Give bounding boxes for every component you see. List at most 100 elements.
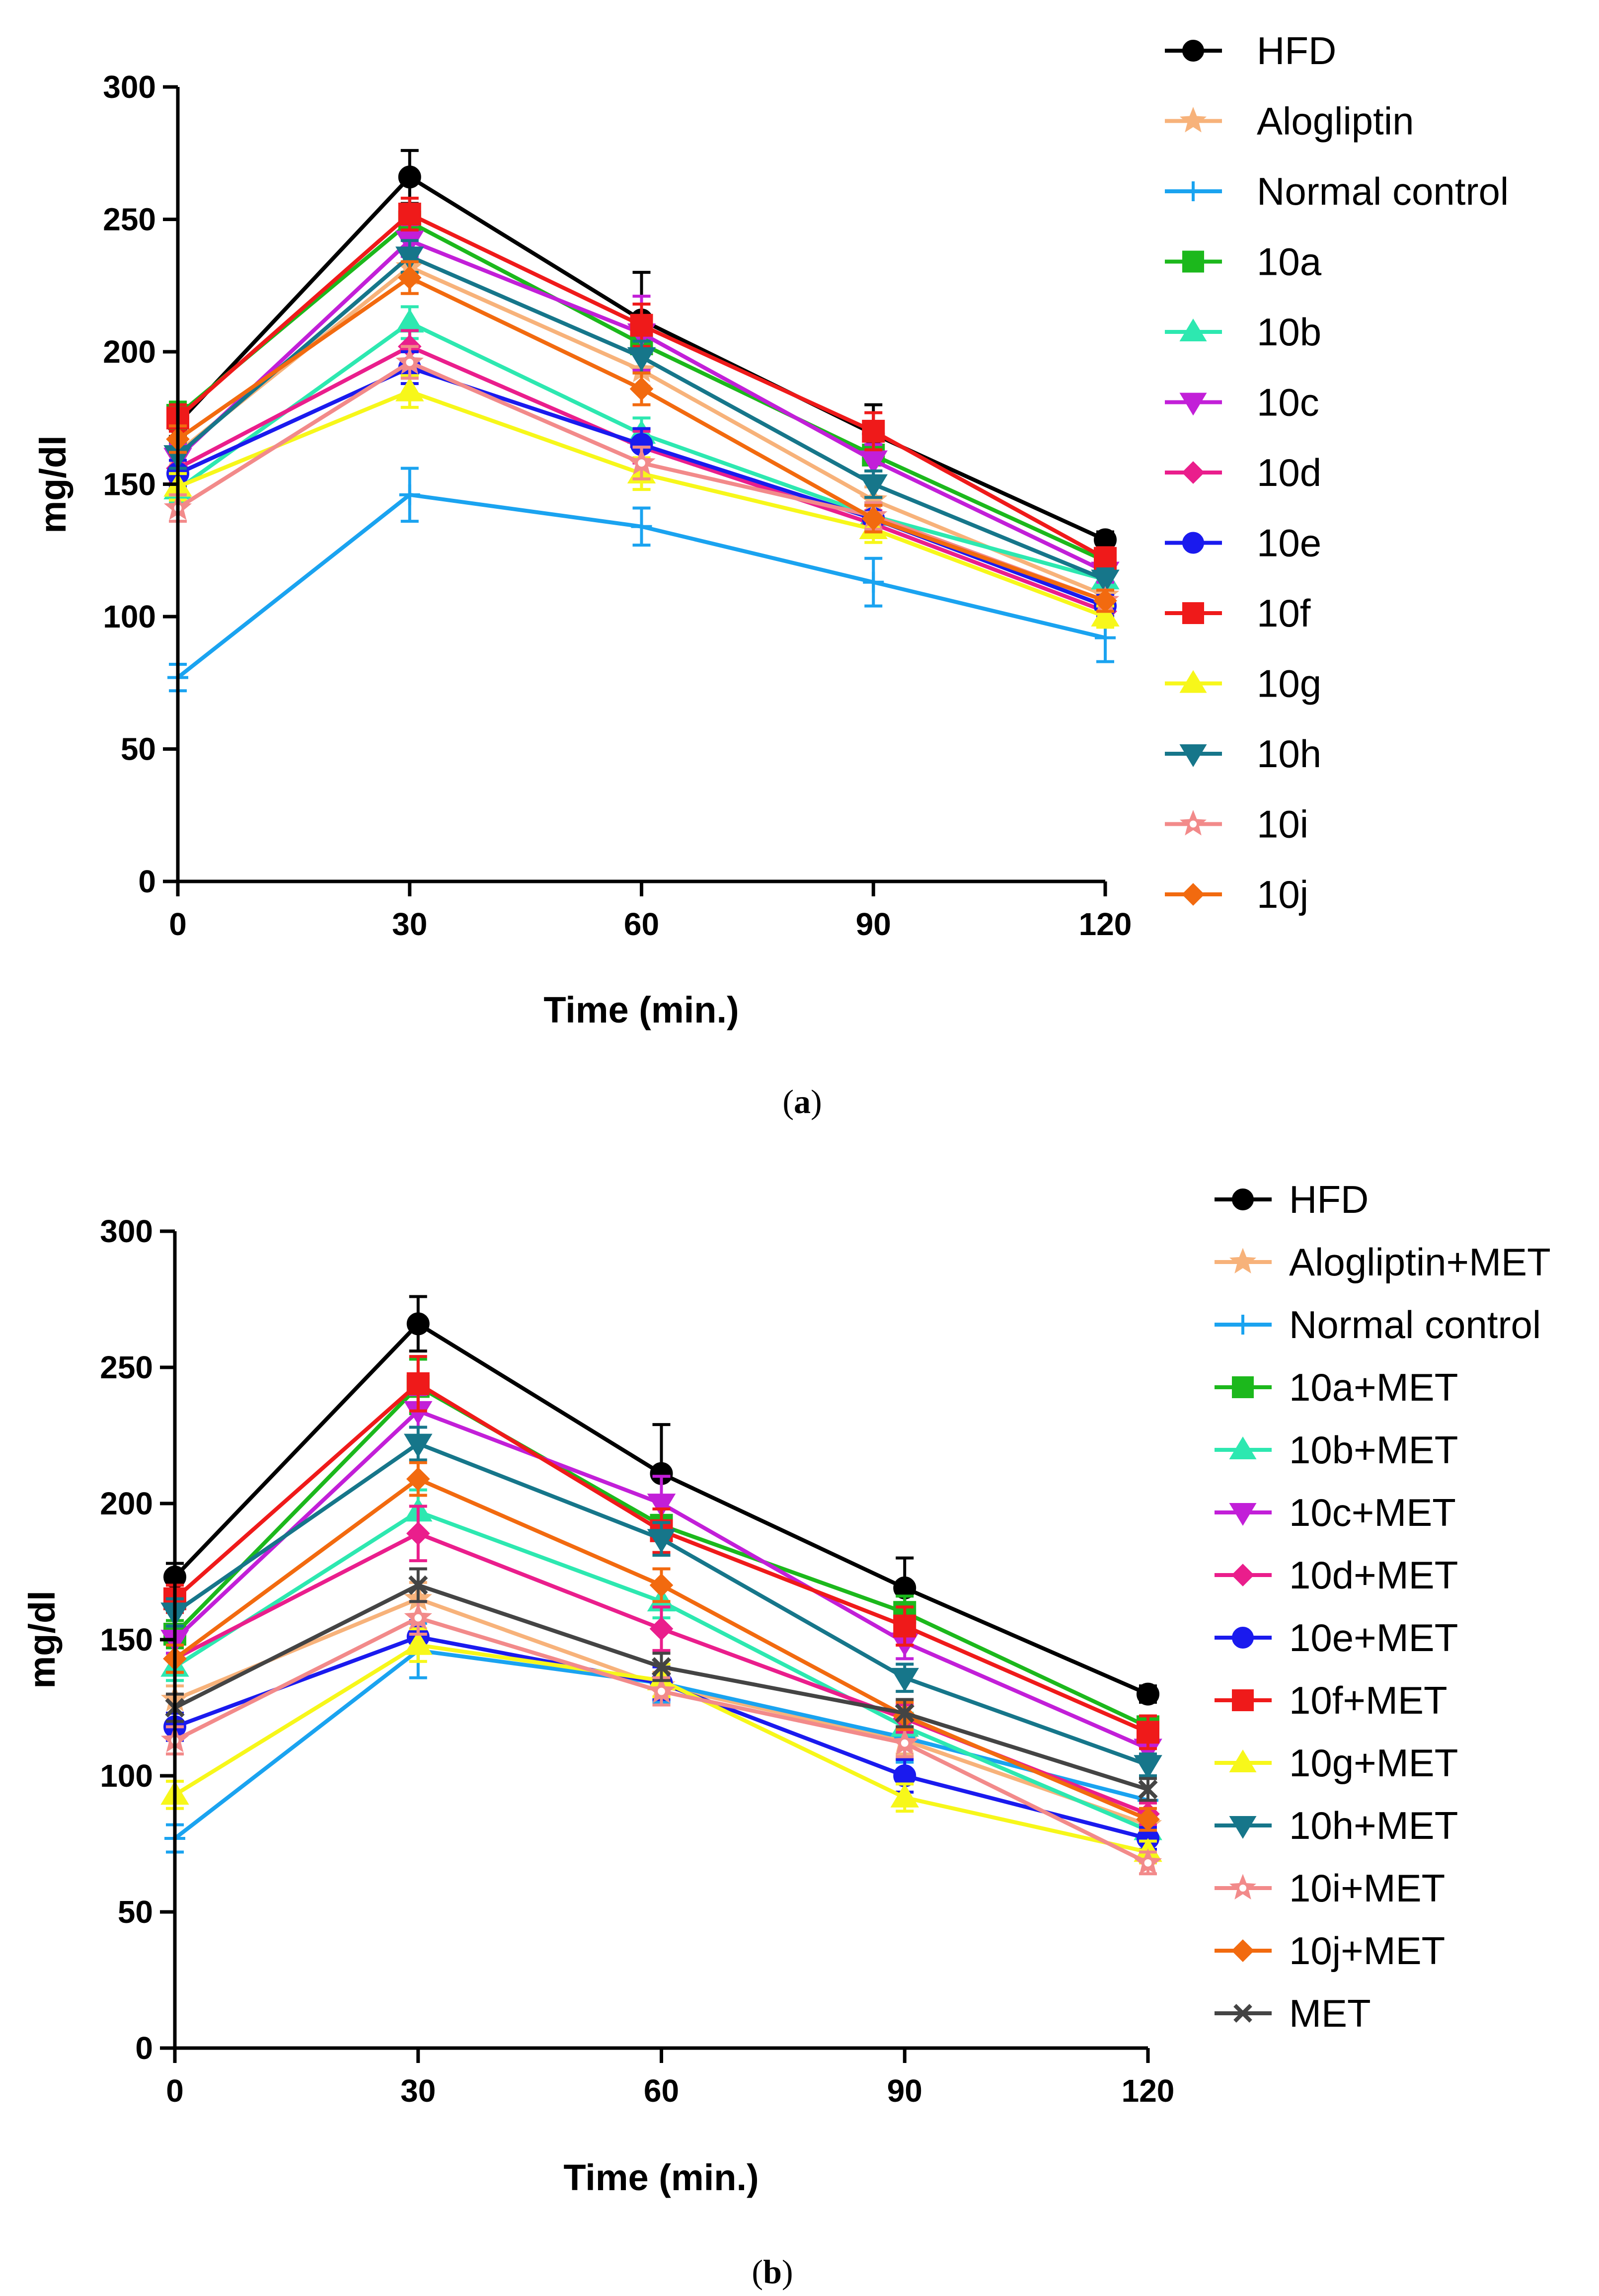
legend-item: Normal control (1215, 1303, 1541, 1346)
legend-label: 10g+MET (1289, 1741, 1458, 1785)
y-tick-label: 200 (103, 334, 156, 370)
data-point (408, 1575, 428, 1595)
data-point (895, 1703, 914, 1723)
y-tick-label: 200 (100, 1486, 153, 1521)
data-point (1091, 569, 1120, 594)
data-point (890, 1783, 919, 1808)
legend-label: Alogliptin+MET (1289, 1240, 1551, 1284)
legend-label: 10a+MET (1289, 1365, 1458, 1409)
legend-label: 10j (1257, 872, 1308, 916)
legend-label: Alogliptin (1257, 99, 1414, 143)
y-tick-label: 300 (100, 1213, 153, 1249)
legend-label: 10b+MET (1289, 1428, 1458, 1472)
legend-item: 10f+MET (1215, 1678, 1447, 1722)
panel-b: 0 50 100 150 200 250 300 0 30 60 90 120 Time (min.… (21, 1178, 1551, 2291)
legend-label: 10d (1257, 451, 1321, 494)
legend-marker (1229, 1749, 1257, 1772)
legend-label: 10e+MET (1289, 1616, 1458, 1660)
data-point (398, 202, 421, 226)
data-point (1094, 547, 1117, 570)
legend-item: Alogliptin (1165, 99, 1414, 143)
legend-item: HFD (1165, 29, 1336, 73)
legend-marker (1229, 1248, 1257, 1274)
legend-item: 10e (1165, 521, 1321, 565)
x-tick-label: 0 (166, 2073, 184, 2109)
y-tick-label: 150 (103, 467, 156, 502)
y-tick-label: 100 (103, 599, 156, 634)
caption-b: (b) (752, 2253, 793, 2291)
x-tick-label: 90 (856, 906, 891, 942)
legend-item: 10a+MET (1215, 1365, 1458, 1409)
legend-item: 10h (1165, 732, 1321, 776)
data-point (629, 377, 654, 401)
legend-item: 10g (1165, 662, 1321, 706)
legend-marker (1232, 1627, 1254, 1649)
legend-label: 10f+MET (1289, 1678, 1447, 1722)
legend-item: 10e+MET (1215, 1616, 1458, 1660)
y-axis-title: mg/dl (21, 1590, 63, 1688)
legend-item: 10i (1165, 802, 1308, 846)
panel-a: 0 50 100 150 200 250 300 0 30 60 90 120 Time (min.… (32, 29, 1509, 1120)
legend-marker (1233, 1315, 1253, 1335)
y-tick-label: 300 (103, 69, 156, 105)
data-point (1138, 1779, 1158, 1800)
legend-label: 10c+MET (1289, 1491, 1456, 1534)
data-point (861, 506, 886, 531)
data-point (395, 309, 424, 333)
legend-label: 10c (1257, 381, 1319, 424)
legend-item: 10i+MET (1215, 1866, 1445, 1910)
legend-item: 10a (1165, 240, 1322, 284)
legend-label: 10j+MET (1289, 1929, 1445, 1973)
data-point (863, 571, 884, 593)
series-10h-met (160, 1425, 1162, 1779)
data-point (630, 314, 653, 337)
legend-item: 10j (1165, 872, 1308, 916)
x-tick-label: 120 (1079, 906, 1132, 942)
caption-letter: b (763, 2253, 782, 2291)
data-point (406, 1312, 430, 1336)
x-tick-label: 30 (392, 906, 427, 942)
legend-label: Normal control (1257, 169, 1509, 213)
caption-letter: a (794, 1083, 811, 1120)
data-point (1137, 1682, 1159, 1706)
y-tick-label: 0 (138, 864, 156, 899)
data-point (404, 1433, 433, 1458)
legend-label: 10h+MET (1289, 1804, 1458, 1847)
x-axis-title: Time (min.) (563, 2157, 759, 2198)
series-10h (163, 239, 1120, 594)
legend-item: 10d (1165, 451, 1321, 494)
data-point (891, 1728, 919, 1755)
legend-marker (1182, 883, 1205, 906)
legend-item: Normal control (1165, 169, 1509, 213)
series-layer (160, 1295, 1162, 1876)
data-point (1134, 1755, 1162, 1779)
y-tick-label: 0 (135, 2030, 153, 2066)
x-tick-label: 0 (169, 906, 187, 942)
legend-marker (1182, 602, 1204, 624)
legend-label: 10h (1257, 732, 1321, 776)
data-point (1134, 1848, 1162, 1875)
y-ticks: 0 50 100 150 200 250 300 (103, 69, 178, 899)
y-tick-label: 250 (100, 1349, 153, 1385)
legend-item: 10c (1165, 381, 1319, 424)
data-point (890, 1667, 919, 1692)
caption-a: (a) (782, 1083, 822, 1120)
data-point (859, 474, 888, 498)
legend-marker (1179, 318, 1207, 341)
x-tick-label: 120 (1122, 2073, 1175, 2109)
data-point (1091, 602, 1120, 627)
data-point (647, 1676, 676, 1704)
legend: HFD Alogliptin Normal control 10a 10b 10c 10d 1… (1165, 29, 1509, 916)
legend-marker (1183, 181, 1203, 201)
legend-item: Alogliptin+MET (1215, 1240, 1551, 1284)
legend-marker (1229, 1503, 1257, 1526)
legend-label: 10d+MET (1289, 1553, 1458, 1597)
x-axis-title: Time (min.) (543, 989, 739, 1030)
data-point (395, 377, 424, 401)
legend-marker (1229, 1436, 1257, 1459)
data-point (859, 450, 888, 475)
x-ticks: 0 30 60 90 120 (166, 2048, 1174, 2109)
legend-marker (1179, 393, 1207, 416)
legend-marker (1179, 810, 1207, 836)
